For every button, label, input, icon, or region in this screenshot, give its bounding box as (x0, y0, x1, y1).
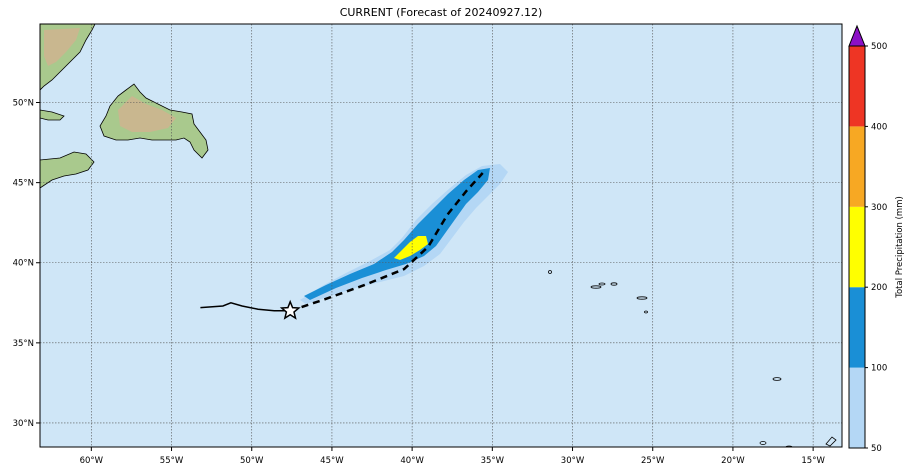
colorbar-segment (849, 46, 865, 127)
colorbar-title: Total Precipitation (mm) (895, 196, 905, 299)
precipitation-swath (300, 164, 508, 304)
tick-label-lon: 45°W (320, 456, 344, 466)
tick-label-lon: 25°W (641, 456, 665, 466)
current-position-star-icon (279, 299, 301, 320)
track-past (200, 302, 291, 312)
colorbar-label: 100 (871, 364, 887, 374)
axis-ticks: 60°W 55°W 50°W 45°W 40°W 35°W 30°W 25°W 20°W 15°W… (13, 99, 826, 466)
tick-label-lon: 35°W (481, 456, 505, 466)
map-frame (39, 23, 843, 448)
tick-label-lon: 20°W (721, 456, 745, 466)
tick-label-lat: 50°N (13, 99, 34, 109)
tick-label-lon: 15°W (801, 456, 825, 466)
colorbar-segment (849, 367, 865, 448)
tick-label-lon: 50°W (240, 456, 264, 466)
colorbar-label: 200 (871, 283, 887, 293)
colorbar-frame (848, 46, 866, 449)
precip-100-200 (304, 168, 490, 300)
tick-label-lat: 45°N (13, 179, 34, 189)
precip-200-300 (394, 236, 428, 260)
gridlines (40, 24, 842, 447)
colorbar-label: 400 (871, 122, 887, 132)
islands-azores (548, 270, 837, 447)
tick-label-lon: 40°W (400, 456, 424, 466)
tick-label-lat: 35°N (13, 339, 34, 349)
tick-label-lat: 30°N (13, 419, 34, 429)
tick-label-lon: 60°W (80, 456, 104, 466)
colorbar-segment (849, 206, 865, 288)
tick-label-lon: 55°W (160, 456, 184, 466)
track-forecast (289, 172, 484, 312)
colorbar-extend-arrow (848, 24, 866, 47)
tick-label-lon: 30°W (561, 456, 585, 466)
colorbar-segment (849, 287, 865, 368)
colorbar-label: 50 (871, 444, 882, 454)
colorbar: 50 100 200 300 400 500 Total Precipitation (mm… (848, 24, 905, 454)
colorbar-segment (849, 126, 865, 207)
colorbar-label: 300 (871, 203, 887, 213)
tick-label-lat: 40°N (13, 259, 34, 269)
colorbar-label: 500 (871, 42, 887, 52)
map-title: CURRENT (Forecast of 20240927.12) (339, 6, 543, 19)
